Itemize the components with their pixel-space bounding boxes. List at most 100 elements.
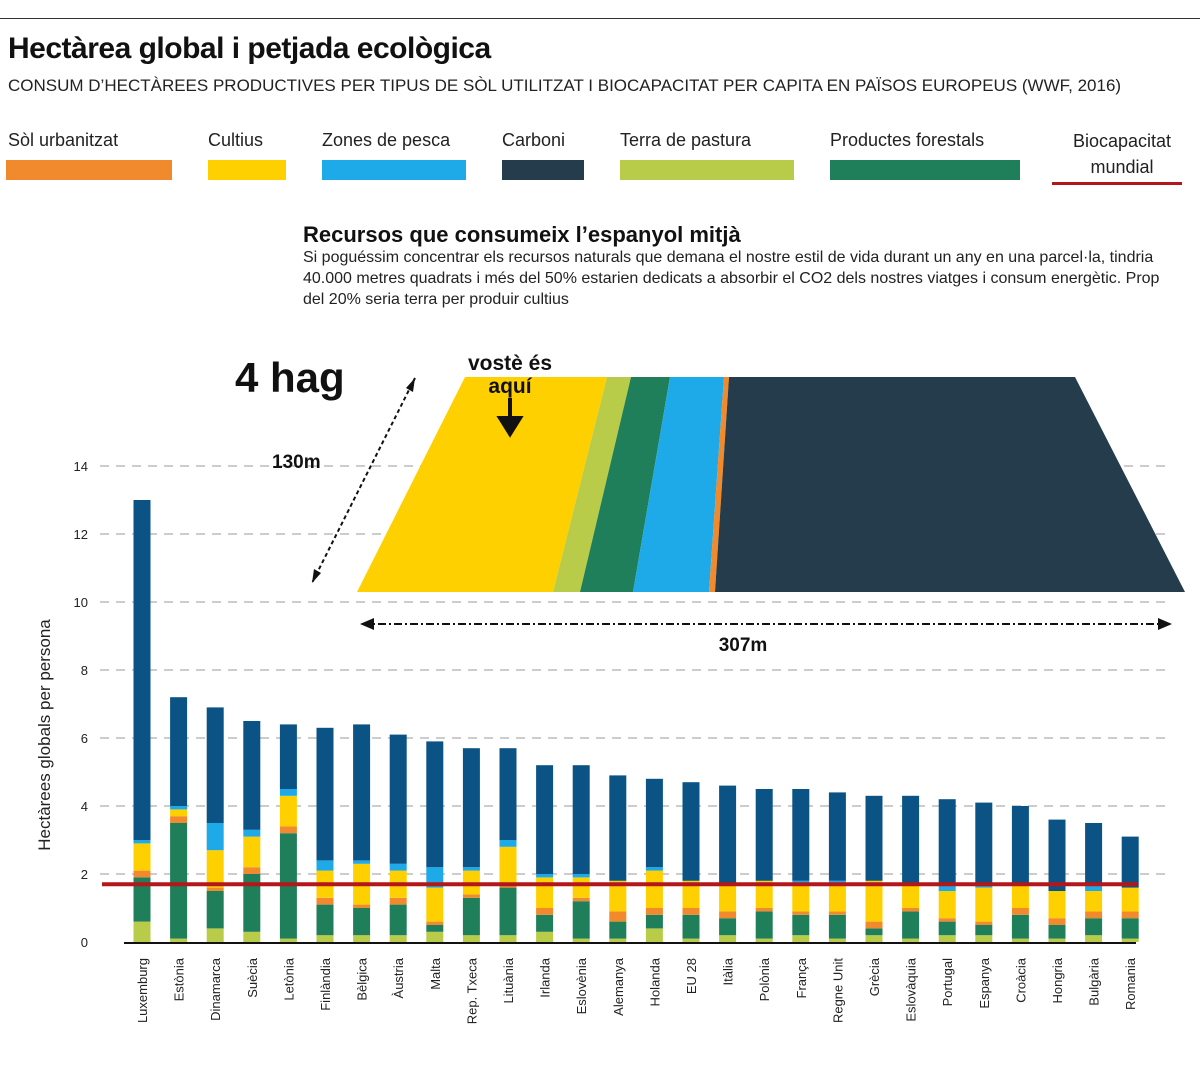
bar-segment-productes-forestals — [353, 908, 371, 936]
bar-segment-s-l-urbanitzat — [316, 897, 334, 905]
bar-segment-cultius — [1048, 891, 1066, 919]
bar-segment-carboni — [426, 741, 444, 868]
bar-segment-carboni — [499, 748, 517, 840]
bar-segment-zones-de-pesca — [353, 860, 371, 864]
y-tick-label: 6 — [81, 731, 88, 746]
bar-segment-terra-de-pastura — [755, 938, 773, 942]
bar-segment-terra-de-pastura — [243, 931, 261, 942]
bar-segment-zones-de-pesca — [170, 806, 188, 810]
y-tick-label: 4 — [81, 799, 88, 814]
bar-segment-carboni — [975, 802, 993, 885]
bar-segment-productes-forestals — [133, 877, 151, 922]
parcel-pesca — [633, 377, 724, 592]
bar-segment-productes-forestals — [609, 921, 627, 939]
x-tick-label: Irlanda — [538, 957, 553, 998]
bar-segment-zones-de-pesca — [279, 789, 297, 796]
x-tick-label: Letònia — [281, 957, 296, 1000]
depth-label: 130m — [272, 452, 321, 473]
bar-segment-productes-forestals — [865, 928, 883, 936]
bar-segment-carboni — [572, 765, 590, 874]
x-tick-label: Romania — [1123, 957, 1138, 1010]
bar-segment-cultius — [1121, 887, 1139, 912]
legend-pastura: Terra de pastura — [620, 130, 752, 150]
x-tick-label: Finlàndia — [318, 957, 333, 1011]
bar-segment-productes-forestals — [243, 874, 261, 932]
bar-segment-carboni — [536, 765, 554, 874]
bar-segment-zones-de-pesca — [1085, 884, 1103, 891]
bar-segment-zones-de-pesca — [133, 840, 151, 844]
x-tick-label: EU 28 — [684, 958, 699, 994]
area-label: 4 hag — [235, 354, 345, 401]
legend-swatch-carboni — [502, 160, 584, 180]
x-tick-label: Bèlgica — [355, 957, 370, 1000]
bar-segment-zones-de-pesca — [645, 867, 663, 871]
legend-swatch-pastura — [620, 160, 794, 180]
bar-segment-productes-forestals — [1011, 914, 1029, 939]
x-tick-label: Espanya — [977, 957, 992, 1008]
bar-segment-s-l-urbanitzat — [536, 908, 554, 915]
legend-swatch-forestals — [830, 160, 1020, 180]
bar-segment-carboni — [353, 724, 371, 861]
bar-segment-s-l-urbanitzat — [1048, 918, 1066, 925]
legend-pesca: Zones de pesca — [322, 130, 451, 150]
bar-segment-carboni — [719, 785, 737, 885]
bar-segment-s-l-urbanitzat — [792, 911, 810, 915]
legend-cultius: Cultius — [208, 130, 264, 150]
bar-segment-cultius — [828, 884, 846, 912]
legend-swatch-biocapacitat — [1052, 182, 1182, 185]
bar-segment-s-l-urbanitzat — [682, 908, 700, 915]
bar-segment-zones-de-pesca — [499, 840, 517, 847]
bar-segment-productes-forestals — [755, 911, 773, 939]
parcel-urbanitzat — [709, 377, 729, 592]
bar-segment-zones-de-pesca — [572, 874, 590, 878]
bar-segment-productes-forestals — [206, 891, 224, 929]
bar-segment-carboni — [828, 792, 846, 881]
y-tick-label: 2 — [81, 867, 88, 882]
x-tick-label: Polònia — [757, 957, 772, 1001]
x-tick-label: Estònia — [172, 957, 187, 1001]
bar-segment-terra-de-pastura — [353, 935, 371, 942]
bar-segment-carboni — [206, 707, 224, 823]
you-are-here-label: vostè és — [468, 352, 552, 375]
x-tick-label: Holanda — [647, 957, 662, 1006]
bar-segment-terra-de-pastura — [1011, 938, 1029, 942]
bar-segment-productes-forestals — [792, 914, 810, 936]
legend-biocapacitat: Biocapacitat mundial — [1072, 131, 1172, 177]
top-rule — [0, 18, 1200, 19]
bar-segment-terra-de-pastura — [902, 938, 920, 942]
bar-segment-cultius — [1085, 891, 1103, 912]
y-tick-label: 10 — [74, 595, 88, 610]
bar-segment-productes-forestals — [902, 911, 920, 939]
bar-segment-terra-de-pastura — [865, 935, 883, 942]
bar-segment-s-l-urbanitzat — [170, 816, 188, 823]
parcel-carboni — [715, 377, 1185, 592]
bar-segment-terra-de-pastura — [316, 935, 334, 942]
bar-segment-cultius — [133, 843, 151, 871]
bar-segment-cultius — [609, 880, 627, 912]
bar-segment-s-l-urbanitzat — [572, 897, 590, 902]
bar-segment-carboni — [1121, 836, 1139, 888]
legend-swatch-pesca — [322, 160, 466, 180]
bar-segment-cultius — [755, 880, 773, 908]
bar-segment-s-l-urbanitzat — [206, 887, 224, 891]
x-tick-label: Itàlia — [721, 957, 736, 985]
legend-swatch-urbanitzat — [6, 160, 172, 180]
bar-segment-terra-de-pastura — [389, 935, 407, 942]
parcel-pastura — [553, 377, 631, 592]
bar-segment-productes-forestals — [536, 914, 554, 932]
bar-segment-cultius — [792, 884, 810, 912]
bar-segment-carboni — [902, 795, 920, 885]
legend-carboni: Carboni — [502, 130, 566, 150]
bar-segment-s-l-urbanitzat — [938, 918, 956, 922]
bar-segment-productes-forestals — [719, 918, 737, 936]
bar-segment-carboni — [133, 500, 151, 840]
legend-swatch-cultius — [208, 160, 286, 180]
bar-segment-cultius — [536, 877, 554, 908]
bar-segment-zones-de-pesca — [389, 863, 407, 871]
bar-segment-terra-de-pastura — [975, 935, 993, 942]
bar-segment-carboni — [938, 799, 956, 885]
x-tick-label: Rep. Txeca — [464, 957, 479, 1024]
x-tick-label: Hongria — [1050, 957, 1065, 1003]
bar-segment-s-l-urbanitzat — [389, 897, 407, 905]
